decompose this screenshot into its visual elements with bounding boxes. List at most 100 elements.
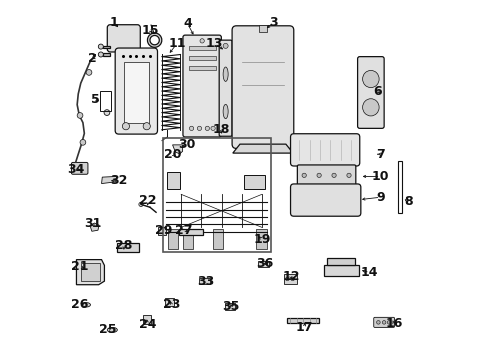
Text: 12: 12 [282,270,300,283]
Text: 24: 24 [139,318,156,331]
Circle shape [190,126,194,131]
Text: 26: 26 [72,298,89,311]
Ellipse shape [82,303,91,307]
Bar [327,258,355,265]
Ellipse shape [132,245,136,251]
Circle shape [205,126,210,131]
Bar [256,229,267,249]
Bar [398,161,402,213]
Ellipse shape [223,67,228,81]
Bar [189,66,216,70]
Text: 28: 28 [116,239,133,252]
Circle shape [200,39,204,43]
Text: 31: 31 [84,217,101,230]
FancyBboxPatch shape [232,26,294,148]
FancyBboxPatch shape [115,48,157,134]
Circle shape [286,277,289,281]
Bar [158,226,166,234]
Circle shape [143,123,150,130]
Text: 25: 25 [99,323,117,336]
Polygon shape [90,223,99,231]
FancyBboxPatch shape [358,57,384,129]
Text: 9: 9 [376,191,385,204]
Circle shape [291,277,294,281]
Circle shape [347,173,351,177]
Bar [168,229,177,249]
Polygon shape [76,260,104,285]
Circle shape [98,52,103,57]
Text: 32: 32 [110,174,127,187]
Ellipse shape [363,71,379,87]
Bar [189,56,216,60]
FancyBboxPatch shape [374,318,394,327]
Text: 16: 16 [385,317,402,330]
Bar [324,265,359,276]
FancyBboxPatch shape [219,40,232,136]
Text: 1: 1 [110,17,119,30]
Text: 2: 2 [88,51,97,64]
Circle shape [77,113,83,118]
Bar [81,263,100,281]
Bar [124,62,149,123]
Text: 33: 33 [197,275,214,288]
Bar [143,315,151,324]
Text: 13: 13 [206,37,223,50]
FancyBboxPatch shape [72,162,88,174]
Ellipse shape [119,245,123,251]
FancyBboxPatch shape [183,35,221,137]
Polygon shape [101,176,117,184]
Text: 14: 14 [361,266,379,279]
Ellipse shape [107,327,117,332]
Text: 22: 22 [140,194,157,207]
Circle shape [211,126,215,131]
FancyBboxPatch shape [291,184,361,216]
Circle shape [382,320,386,324]
Circle shape [98,44,103,49]
Bar [100,91,111,111]
Text: 23: 23 [163,298,180,311]
Ellipse shape [223,104,228,119]
Polygon shape [233,144,293,153]
Bar [259,26,267,32]
Text: 21: 21 [71,260,89,273]
Circle shape [139,202,143,207]
Bar [167,172,180,189]
Text: 8: 8 [404,195,413,208]
Bar [244,175,266,189]
Text: 20: 20 [164,148,181,161]
Ellipse shape [170,177,178,183]
Bar [117,243,139,252]
Circle shape [223,43,228,48]
Bar [214,229,223,249]
Bar [179,229,203,234]
Text: 10: 10 [372,170,389,183]
Circle shape [80,139,86,145]
Bar [199,278,210,284]
Text: 3: 3 [270,16,278,29]
Text: 11: 11 [168,37,186,50]
Text: 15: 15 [141,24,159,37]
Text: 36: 36 [256,257,273,270]
Text: 19: 19 [253,233,271,246]
Circle shape [104,110,110,116]
Bar [189,46,216,50]
Text: 7: 7 [376,148,385,161]
Circle shape [122,123,129,130]
Text: 30: 30 [178,138,196,151]
FancyBboxPatch shape [297,165,356,186]
Bar [284,274,297,284]
Circle shape [86,69,92,75]
Bar [163,138,271,252]
Bar [166,298,174,306]
Circle shape [179,229,184,234]
Text: 35: 35 [222,300,240,313]
Text: 18: 18 [213,123,230,136]
Circle shape [302,173,306,177]
Ellipse shape [363,99,379,116]
FancyBboxPatch shape [107,25,140,52]
Text: 27: 27 [175,224,193,237]
Text: 29: 29 [154,224,172,237]
Bar [287,318,319,323]
Bar [103,53,110,55]
Circle shape [317,173,321,177]
